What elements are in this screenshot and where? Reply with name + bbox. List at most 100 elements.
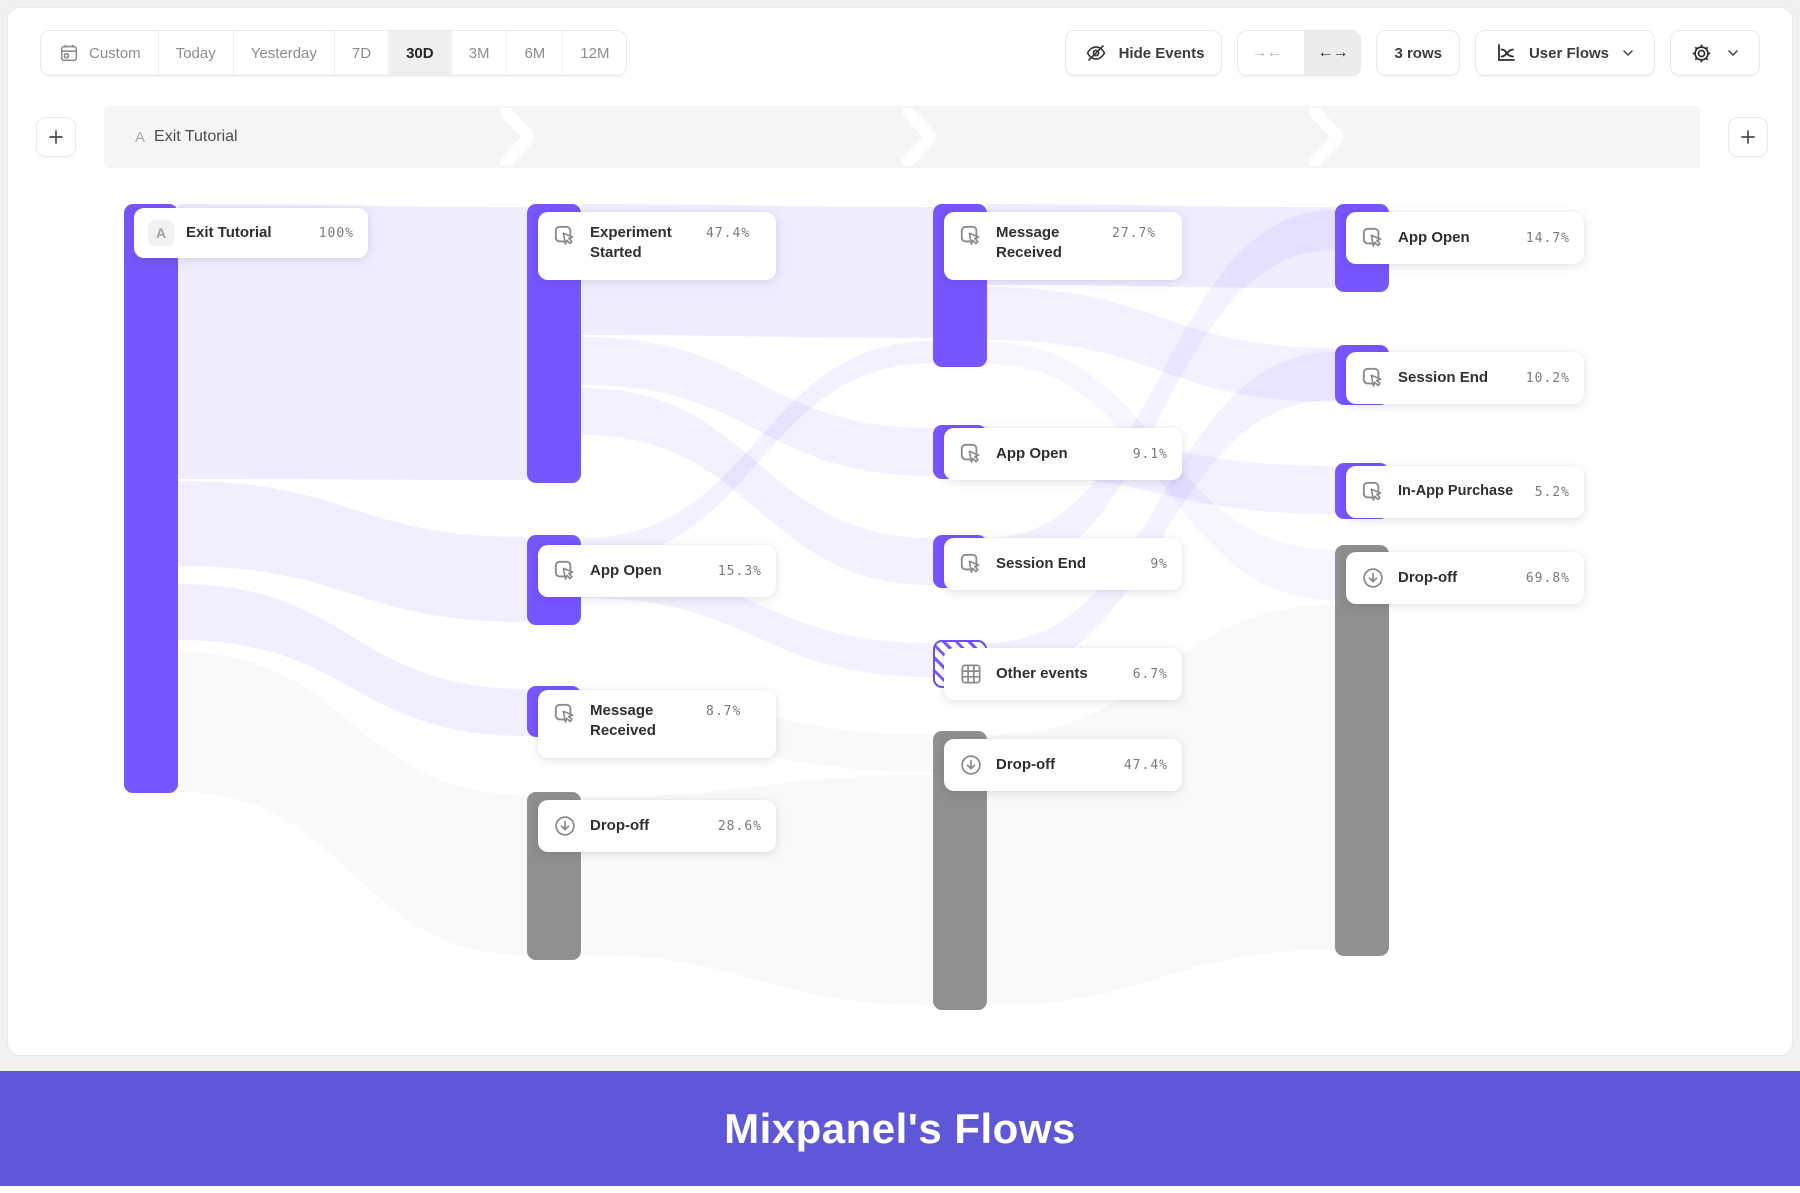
date-range-6m[interactable]: 6M [507,31,564,75]
flow-node-label: Message Received [590,702,656,740]
flow-node-other-events[interactable]: Other events 6.7% [944,648,1182,700]
step-a-label: A Exit Tutorial [135,106,238,168]
calendar-icon [58,40,80,66]
flow-node-percent: 8.7% [706,704,742,719]
flow-node-label: Experiment Started [590,224,672,262]
main-panel [8,8,1792,1055]
rows-label: 3 rows [1394,44,1442,62]
flow-node-percent: 9% [1150,556,1168,572]
date-range-label: 30D [406,44,434,62]
flow-node-percent: 15.3% [717,563,762,579]
add-step-left-button[interactable] [36,117,76,157]
flow-node-exit-tutorial[interactable]: A Exit Tutorial 100% [134,208,368,258]
step-name: Exit Tutorial [154,128,238,145]
flow-node-label: Drop-off [590,816,650,834]
step-separator-chevron-icon [500,108,534,166]
expand-columns-button[interactable]: ←→ [1304,31,1361,75]
flow-node-drop-off[interactable]: Drop-off 47.4% [944,739,1182,791]
flow-node-label: In-App Purchase [1398,483,1514,500]
view-selector-label: User Flows [1528,44,1609,62]
flow-node-label: Message Received [996,224,1062,262]
date-range-label: 3M [468,44,490,62]
flow-node-label: Other events [996,664,1088,682]
plus-icon [49,130,63,144]
event-icon [1360,479,1386,505]
chevron-down-icon [1619,40,1637,66]
flow-node-percent: 100% [318,225,354,241]
gear-icon [1688,40,1714,66]
date-range-label: Today [175,44,216,62]
flow-node-label: App Open [996,444,1068,462]
settings-button[interactable] [1670,30,1760,76]
spacing-segmented-control: →← ←→ [1237,30,1362,76]
flow-bar-drop-off[interactable] [1335,545,1389,956]
flow-node-label: Exit Tutorial [186,223,272,241]
plus-icon [1741,130,1755,144]
date-range-30d[interactable]: 30D [389,31,452,75]
drop-off-icon [1360,565,1386,591]
hide-events-button[interactable]: Hide Events [1064,30,1223,76]
event-icon [1360,225,1386,251]
flow-node-label: Drop-off [1398,568,1458,586]
flow-node-percent: 69.8% [1525,570,1570,586]
steps-bar[interactable]: A Exit Tutorial [104,106,1700,168]
date-range-7d[interactable]: 7D [335,31,390,75]
flow-node-experiment-started[interactable]: Experiment Started 47.4% [538,212,776,280]
date-range-custom[interactable]: Custom [41,31,159,75]
flow-node-app-open[interactable]: App Open 9.1% [944,428,1182,480]
banner-title: Mixpanel's Flows [724,1104,1076,1152]
flow-node-session-end[interactable]: Session End 9% [944,538,1182,590]
flow-node-label: Drop-off [996,755,1056,773]
date-range-label: 7D [351,44,372,62]
flow-node-percent: 27.7% [1112,226,1157,241]
flow-node-drop-off[interactable]: Drop-off 28.6% [538,800,776,852]
step-prefix: A [135,128,146,146]
date-range-label: Custom [89,44,141,62]
chevron-down-icon [1724,40,1742,66]
grid-icon [958,661,984,687]
flow-node-label: App Open [1398,228,1470,246]
view-selector-button[interactable]: User Flows [1474,30,1655,76]
flow-node-app-open[interactable]: App Open 14.7% [1346,212,1584,264]
eye-off-icon [1083,40,1109,66]
toolbar-right: Hide Events →← ←→ 3 rows User Flows [1064,30,1760,76]
footer-strip [0,1186,1800,1193]
date-range-yesterday[interactable]: Yesterday [234,31,335,75]
flow-node-label: Session End [1398,368,1489,386]
event-icon [958,223,984,249]
add-step-right-button[interactable] [1728,117,1768,157]
flow-node-label: Session End [996,554,1087,572]
event-icon [958,441,984,467]
flow-node-drop-off[interactable]: Drop-off 69.8% [1346,552,1584,604]
flow-node-message-received[interactable]: Message Received 27.7% [944,212,1182,280]
flow-node-percent: 5.2% [1534,484,1570,500]
date-range-3m[interactable]: 3M [452,31,508,75]
rows-button[interactable]: 3 rows [1376,30,1460,76]
step-separator-chevron-icon [902,108,936,166]
date-range-group: Custom Today Yesterday 7D 30D 3M 6M 12M [40,30,628,76]
drop-off-icon [958,752,984,778]
flow-node-session-end[interactable]: Session End 10.2% [1346,352,1584,404]
drop-off-icon [552,813,578,839]
event-icon [958,551,984,577]
expand-arrows-icon: ←→ [1317,44,1348,61]
event-icon [552,701,578,727]
bottom-banner: Mixpanel's Flows [0,1071,1800,1186]
flow-node-percent: 47.4% [706,226,751,241]
flow-node-in-app-purchase[interactable]: In-App Purchase 5.2% [1346,466,1584,518]
flow-bar-exit-tutorial[interactable] [124,204,178,793]
flow-node-app-open[interactable]: App Open 15.3% [538,545,776,597]
date-range-12m[interactable]: 12M [563,31,626,75]
step-separator-chevron-icon [1309,108,1343,166]
flow-node-percent: 6.7% [1132,666,1168,682]
date-range-label: 6M [524,44,546,62]
step-a-badge: A [148,220,174,246]
date-range-today[interactable]: Today [159,31,234,75]
flow-node-message-received[interactable]: Message Received 8.7% [538,690,776,758]
flow-node-label: App Open [590,561,662,579]
collapse-columns-button[interactable]: →← [1238,31,1294,75]
flow-node-percent: 10.2% [1525,370,1570,386]
collapse-arrows-icon: →← [1251,44,1282,61]
